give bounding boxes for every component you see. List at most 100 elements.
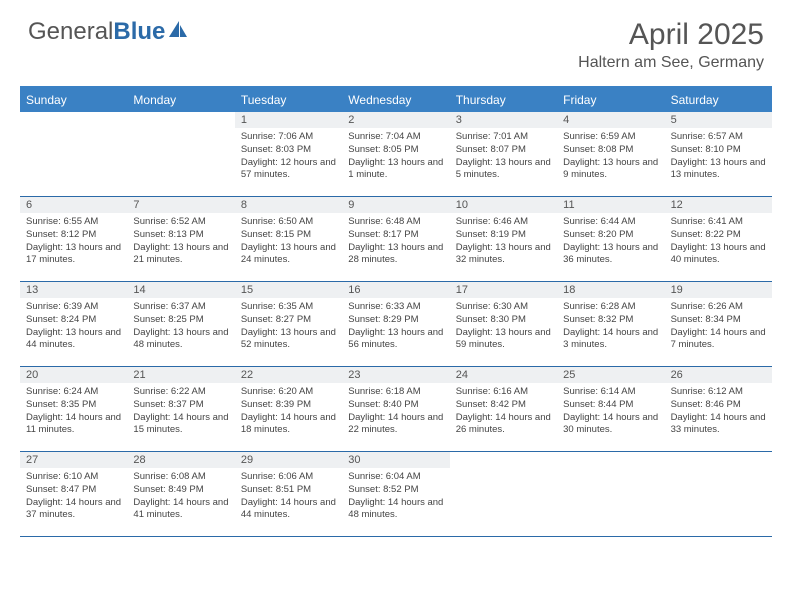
sunset-line: Sunset: 8:12 PM — [26, 229, 121, 242]
day-number: 30 — [342, 452, 449, 468]
day-cell: 21Sunrise: 6:22 AMSunset: 8:37 PMDayligh… — [127, 367, 234, 451]
day-details: Sunrise: 7:01 AMSunset: 8:07 PMDaylight:… — [450, 128, 557, 186]
day-number: 28 — [127, 452, 234, 468]
day-details: Sunrise: 6:39 AMSunset: 8:24 PMDaylight:… — [20, 298, 127, 356]
day-details: Sunrise: 6:41 AMSunset: 8:22 PMDaylight:… — [665, 213, 772, 271]
daylight-line: Daylight: 14 hours and 44 minutes. — [241, 497, 336, 523]
sunset-line: Sunset: 8:37 PM — [133, 399, 228, 412]
sunrise-line: Sunrise: 6:26 AM — [671, 301, 766, 314]
weeks-container: 1Sunrise: 7:06 AMSunset: 8:03 PMDaylight… — [20, 112, 772, 537]
day-number: 8 — [235, 197, 342, 213]
sunrise-line: Sunrise: 7:06 AM — [241, 131, 336, 144]
day-cell: 16Sunrise: 6:33 AMSunset: 8:29 PMDayligh… — [342, 282, 449, 366]
weekday-label: Thursday — [450, 88, 557, 112]
day-details: Sunrise: 6:33 AMSunset: 8:29 PMDaylight:… — [342, 298, 449, 356]
sunset-line: Sunset: 8:35 PM — [26, 399, 121, 412]
day-number — [665, 452, 772, 468]
sunset-line: Sunset: 8:10 PM — [671, 144, 766, 157]
day-number — [127, 112, 234, 128]
daylight-line: Daylight: 14 hours and 48 minutes. — [348, 497, 443, 523]
daylight-line: Daylight: 13 hours and 28 minutes. — [348, 242, 443, 268]
day-details: Sunrise: 6:46 AMSunset: 8:19 PMDaylight:… — [450, 213, 557, 271]
sunrise-line: Sunrise: 6:50 AM — [241, 216, 336, 229]
sunset-line: Sunset: 8:15 PM — [241, 229, 336, 242]
daylight-line: Daylight: 12 hours and 57 minutes. — [241, 157, 336, 183]
day-details: Sunrise: 6:24 AMSunset: 8:35 PMDaylight:… — [20, 383, 127, 441]
brand-part1: General — [28, 18, 113, 46]
weekday-label: Saturday — [665, 88, 772, 112]
day-cell: 1Sunrise: 7:06 AMSunset: 8:03 PMDaylight… — [235, 112, 342, 196]
week-row: 27Sunrise: 6:10 AMSunset: 8:47 PMDayligh… — [20, 452, 772, 537]
day-number: 23 — [342, 367, 449, 383]
sunset-line: Sunset: 8:07 PM — [456, 144, 551, 157]
week-row: 6Sunrise: 6:55 AMSunset: 8:12 PMDaylight… — [20, 197, 772, 282]
day-cell: 2Sunrise: 7:04 AMSunset: 8:05 PMDaylight… — [342, 112, 449, 196]
sunset-line: Sunset: 8:51 PM — [241, 484, 336, 497]
sunset-line: Sunset: 8:05 PM — [348, 144, 443, 157]
brand-part2: Blue — [113, 18, 165, 46]
location-label: Haltern am See, Germany — [578, 54, 764, 72]
sunrise-line: Sunrise: 6:06 AM — [241, 471, 336, 484]
sunset-line: Sunset: 8:17 PM — [348, 229, 443, 242]
day-number: 6 — [20, 197, 127, 213]
daylight-line: Daylight: 13 hours and 56 minutes. — [348, 327, 443, 353]
day-number: 7 — [127, 197, 234, 213]
day-details: Sunrise: 6:10 AMSunset: 8:47 PMDaylight:… — [20, 468, 127, 526]
daylight-line: Daylight: 14 hours and 22 minutes. — [348, 412, 443, 438]
day-details: Sunrise: 6:48 AMSunset: 8:17 PMDaylight:… — [342, 213, 449, 271]
daylight-line: Daylight: 13 hours and 59 minutes. — [456, 327, 551, 353]
day-details: Sunrise: 6:28 AMSunset: 8:32 PMDaylight:… — [557, 298, 664, 356]
sunrise-line: Sunrise: 6:30 AM — [456, 301, 551, 314]
sunrise-line: Sunrise: 6:46 AM — [456, 216, 551, 229]
day-details: Sunrise: 6:20 AMSunset: 8:39 PMDaylight:… — [235, 383, 342, 441]
day-cell: 23Sunrise: 6:18 AMSunset: 8:40 PMDayligh… — [342, 367, 449, 451]
daylight-line: Daylight: 13 hours and 40 minutes. — [671, 242, 766, 268]
sunrise-line: Sunrise: 6:04 AM — [348, 471, 443, 484]
day-cell: 15Sunrise: 6:35 AMSunset: 8:27 PMDayligh… — [235, 282, 342, 366]
sail-icon — [167, 18, 189, 46]
weekday-label: Wednesday — [342, 88, 449, 112]
sunset-line: Sunset: 8:39 PM — [241, 399, 336, 412]
day-details: Sunrise: 6:50 AMSunset: 8:15 PMDaylight:… — [235, 213, 342, 271]
daylight-line: Daylight: 14 hours and 7 minutes. — [671, 327, 766, 353]
sunset-line: Sunset: 8:13 PM — [133, 229, 228, 242]
sunrise-line: Sunrise: 6:59 AM — [563, 131, 658, 144]
daylight-line: Daylight: 13 hours and 5 minutes. — [456, 157, 551, 183]
day-details: Sunrise: 6:08 AMSunset: 8:49 PMDaylight:… — [127, 468, 234, 526]
sunrise-line: Sunrise: 6:57 AM — [671, 131, 766, 144]
day-cell: 7Sunrise: 6:52 AMSunset: 8:13 PMDaylight… — [127, 197, 234, 281]
daylight-line: Daylight: 14 hours and 15 minutes. — [133, 412, 228, 438]
sunrise-line: Sunrise: 6:14 AM — [563, 386, 658, 399]
sunset-line: Sunset: 8:49 PM — [133, 484, 228, 497]
day-details: Sunrise: 7:06 AMSunset: 8:03 PMDaylight:… — [235, 128, 342, 186]
day-number: 12 — [665, 197, 772, 213]
sunrise-line: Sunrise: 7:04 AM — [348, 131, 443, 144]
sunrise-line: Sunrise: 6:41 AM — [671, 216, 766, 229]
sunrise-line: Sunrise: 6:16 AM — [456, 386, 551, 399]
sunset-line: Sunset: 8:47 PM — [26, 484, 121, 497]
brand-logo: GeneralBlue — [28, 18, 189, 46]
day-cell: 9Sunrise: 6:48 AMSunset: 8:17 PMDaylight… — [342, 197, 449, 281]
sunrise-line: Sunrise: 7:01 AM — [456, 131, 551, 144]
day-details: Sunrise: 6:37 AMSunset: 8:25 PMDaylight:… — [127, 298, 234, 356]
daylight-line: Daylight: 13 hours and 13 minutes. — [671, 157, 766, 183]
daylight-line: Daylight: 13 hours and 24 minutes. — [241, 242, 336, 268]
day-number: 9 — [342, 197, 449, 213]
sunset-line: Sunset: 8:32 PM — [563, 314, 658, 327]
day-cell: 20Sunrise: 6:24 AMSunset: 8:35 PMDayligh… — [20, 367, 127, 451]
day-cell: 11Sunrise: 6:44 AMSunset: 8:20 PMDayligh… — [557, 197, 664, 281]
weekday-label: Tuesday — [235, 88, 342, 112]
weekday-label: Friday — [557, 88, 664, 112]
day-number — [557, 452, 664, 468]
day-cell — [20, 112, 127, 196]
daylight-line: Daylight: 14 hours and 37 minutes. — [26, 497, 121, 523]
day-number: 11 — [557, 197, 664, 213]
day-number: 18 — [557, 282, 664, 298]
daylight-line: Daylight: 14 hours and 30 minutes. — [563, 412, 658, 438]
day-cell: 30Sunrise: 6:04 AMSunset: 8:52 PMDayligh… — [342, 452, 449, 536]
day-details: Sunrise: 6:35 AMSunset: 8:27 PMDaylight:… — [235, 298, 342, 356]
daylight-line: Daylight: 13 hours and 21 minutes. — [133, 242, 228, 268]
day-number: 14 — [127, 282, 234, 298]
day-number: 25 — [557, 367, 664, 383]
day-details: Sunrise: 6:14 AMSunset: 8:44 PMDaylight:… — [557, 383, 664, 441]
